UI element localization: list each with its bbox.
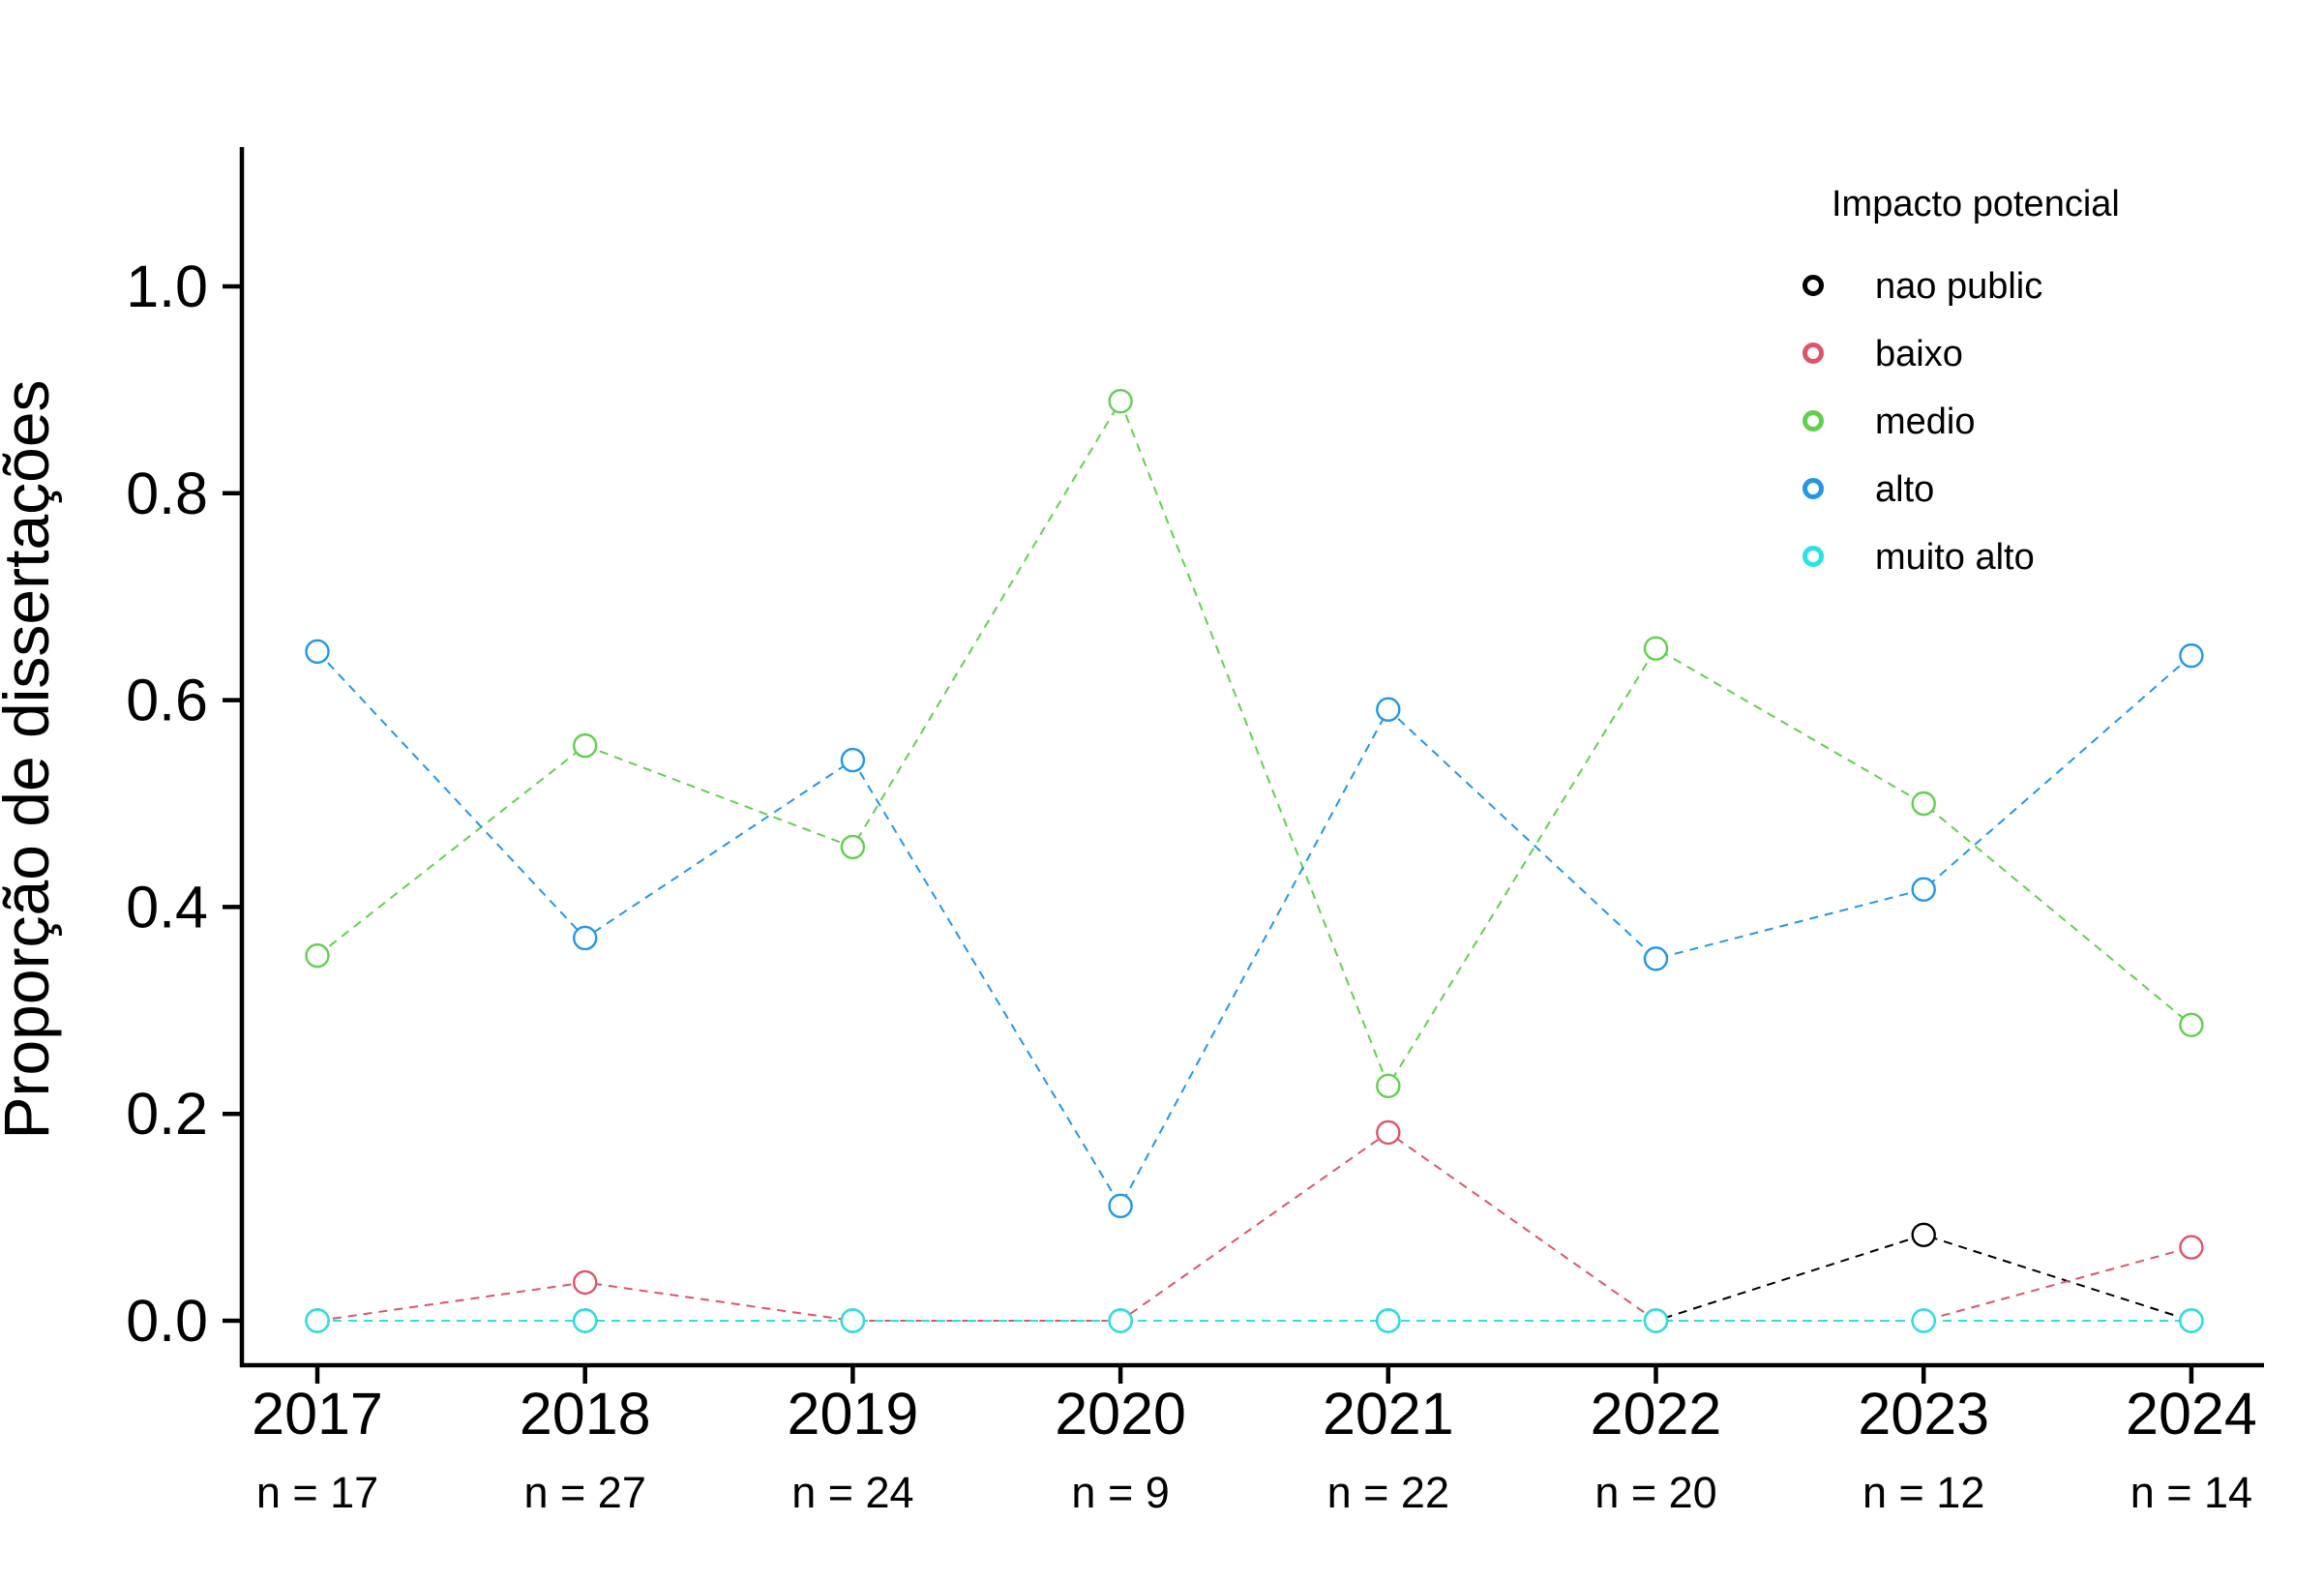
legend-items: nao public baixo medio alto muito alto bbox=[1803, 266, 2042, 578]
data-point-nao-public bbox=[1911, 1222, 1936, 1247]
y-tick-label: 0.6 bbox=[126, 668, 208, 733]
data-point-medio bbox=[1911, 790, 1936, 817]
series-line-baixo bbox=[316, 1131, 2192, 1322]
legend-marker-muito-alto bbox=[1803, 546, 1824, 567]
y-tick-label: 0.8 bbox=[126, 461, 208, 526]
data-point-baixo bbox=[1376, 1119, 1401, 1146]
x-ticks: 2017 n = 17 2018 n = 27 2019 n = 24 2020 n = 9 2… bbox=[252, 1365, 2257, 1517]
legend-title: Impacto potencial bbox=[1832, 184, 2120, 224]
series-line-nao-public bbox=[317, 1234, 2192, 1322]
legend-label-medio: medio bbox=[1875, 402, 1976, 442]
y-ticks: 0.0 0.2 0.4 0.6 0.8 1.0 bbox=[126, 254, 242, 1354]
data-point-alto bbox=[1376, 697, 1401, 722]
legend-label-nao-public: nao public bbox=[1875, 266, 2042, 307]
data-point-muito-alto bbox=[1911, 1308, 1936, 1333]
data-point-medio bbox=[305, 942, 330, 969]
x-tick-label: 2024 bbox=[2126, 1381, 2257, 1447]
legend-marker-medio bbox=[1803, 410, 1824, 432]
data-point-alto bbox=[840, 747, 866, 773]
data-point-medio bbox=[1376, 1073, 1401, 1099]
sample-size-label: n = 27 bbox=[524, 1468, 646, 1517]
sample-size-label: n = 14 bbox=[2130, 1468, 2252, 1517]
sample-size-label: n = 20 bbox=[1594, 1468, 1716, 1517]
x-tick-label: 2020 bbox=[1055, 1381, 1186, 1447]
legend-marker-nao-public bbox=[1803, 275, 1824, 296]
data-point-muito-alto bbox=[840, 1308, 866, 1333]
data-point-medio bbox=[840, 834, 866, 860]
legend-marker-baixo bbox=[1803, 343, 1824, 364]
sample-size-label: n = 24 bbox=[791, 1468, 913, 1517]
data-point-alto bbox=[1643, 946, 1669, 971]
data-point-alto bbox=[2179, 642, 2204, 669]
data-point-muito-alto bbox=[305, 1308, 330, 1333]
series-points bbox=[305, 388, 2204, 1333]
y-tick-label: 0.0 bbox=[126, 1288, 208, 1354]
series-line-medio bbox=[316, 399, 2192, 1089]
legend-marker-alto bbox=[1803, 478, 1824, 499]
data-point-alto bbox=[305, 639, 330, 665]
data-point-medio bbox=[1108, 388, 1133, 414]
sample-size-label: n = 9 bbox=[1071, 1468, 1169, 1517]
data-point-medio bbox=[573, 732, 598, 759]
x-tick-label: 2017 bbox=[252, 1381, 383, 1447]
data-point-medio bbox=[1643, 636, 1669, 661]
y-tick-label: 0.4 bbox=[126, 874, 208, 940]
data-point-muito-alto bbox=[1376, 1308, 1401, 1333]
data-point-alto bbox=[1108, 1193, 1133, 1219]
data-point-alto bbox=[573, 925, 598, 951]
legend-label-muito-alto: muito alto bbox=[1875, 537, 2035, 578]
data-point-muito-alto bbox=[1643, 1308, 1669, 1333]
sample-size-label: n = 12 bbox=[1862, 1468, 1984, 1517]
data-point-baixo bbox=[2179, 1235, 2204, 1260]
y-tick-label: 0.2 bbox=[126, 1081, 208, 1147]
data-point-muito-alto bbox=[2179, 1308, 2204, 1333]
x-tick-label: 2023 bbox=[1858, 1381, 1989, 1447]
legend-label-alto: alto bbox=[1875, 469, 1934, 510]
y-axis-label: Proporção de dissertações bbox=[0, 379, 62, 1139]
data-point-muito-alto bbox=[1108, 1308, 1133, 1333]
sample-size-label: n = 17 bbox=[256, 1468, 378, 1517]
x-tick-label: 2021 bbox=[1323, 1381, 1454, 1447]
data-point-alto bbox=[1911, 877, 1936, 902]
y-tick-label: 1.0 bbox=[126, 254, 208, 319]
series-lines bbox=[316, 399, 2192, 1322]
x-tick-label: 2019 bbox=[788, 1381, 919, 1447]
x-tick-label: 2022 bbox=[1591, 1381, 1722, 1447]
sample-size-label: n = 22 bbox=[1327, 1468, 1449, 1517]
data-point-medio bbox=[2179, 1012, 2204, 1037]
series-line-alto bbox=[316, 650, 2192, 1208]
legend-label-baixo: baixo bbox=[1875, 334, 1963, 374]
x-tick-label: 2018 bbox=[520, 1381, 651, 1447]
legend: Impacto potencial nao public baixo medio al… bbox=[1803, 184, 2120, 578]
data-point-baixo bbox=[573, 1269, 598, 1296]
data-point-muito-alto bbox=[573, 1308, 598, 1333]
axes bbox=[239, 147, 2264, 1368]
